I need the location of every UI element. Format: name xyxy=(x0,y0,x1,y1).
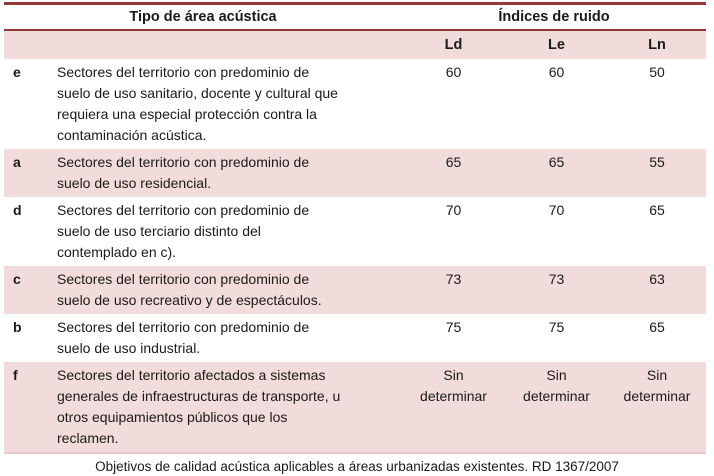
row-description: Sectores del territorio con predominio d… xyxy=(57,64,338,143)
value-ln: 55 xyxy=(649,154,665,170)
table-row: b Sectores del territorio con predominio… xyxy=(4,314,706,362)
row-description: Sectores del territorio con predominio d… xyxy=(57,154,310,191)
row-letter: f xyxy=(13,367,18,383)
value-ln: 65 xyxy=(649,319,665,335)
table-row: a Sectores del territorio con predominio… xyxy=(4,149,706,197)
value-le: 60 xyxy=(548,64,565,80)
value-ld: 60 xyxy=(445,64,462,80)
value-ld: 70 xyxy=(445,202,462,218)
value-le: Sin determinar xyxy=(523,367,590,404)
table-row: c Sectores del territorio con predominio… xyxy=(4,266,706,314)
column-header-tipo-de-area-acustica: Tipo de área acústica xyxy=(129,9,277,25)
value-ln: 65 xyxy=(649,202,665,218)
table-subheader-row: Ld Le Ln xyxy=(4,31,706,59)
noise-quality-table: Tipo de área acústica Índices de ruido L… xyxy=(4,2,706,454)
value-le: 75 xyxy=(548,319,565,335)
row-description: Sectores del territorio con predominio d… xyxy=(57,202,310,260)
row-letter: d xyxy=(13,202,22,218)
value-ld: 65 xyxy=(445,154,462,170)
row-description: Sectores del territorio afectados a sist… xyxy=(57,367,341,446)
row-letter: e xyxy=(13,64,21,80)
table-row: d Sectores del territorio con predominio… xyxy=(4,197,706,266)
value-ld: 75 xyxy=(445,319,462,335)
value-ld: Sin determinar xyxy=(420,367,487,404)
value-ld: 73 xyxy=(445,271,462,287)
value-ln: Sin determinar xyxy=(623,367,691,404)
table-caption: Objetivos de calidad acústica aplicables… xyxy=(95,459,619,474)
row-letter: c xyxy=(13,271,21,287)
value-le: 73 xyxy=(548,271,565,287)
table-header-row: Tipo de área acústica Índices de ruido xyxy=(4,5,706,31)
column-header-ld: Ld xyxy=(444,37,463,53)
row-description: Sectores del territorio con predominio d… xyxy=(57,319,310,356)
value-le: 70 xyxy=(548,202,565,218)
row-letter: a xyxy=(13,154,21,170)
table-body: e Sectores del territorio con predominio… xyxy=(4,59,706,452)
column-header-indices-de-ruido: Índices de ruido xyxy=(498,9,610,25)
row-description: Sectores del territorio con predominio d… xyxy=(57,271,322,308)
table-row: f Sectores del territorio afectados a si… xyxy=(4,362,706,452)
column-header-ln: Ln xyxy=(648,37,666,53)
value-le: 65 xyxy=(548,154,565,170)
table-row: e Sectores del territorio con predominio… xyxy=(4,59,706,149)
value-ln: 50 xyxy=(649,64,665,80)
column-header-le: Le xyxy=(548,37,565,53)
value-ln: 63 xyxy=(649,271,665,287)
row-letter: b xyxy=(13,319,22,335)
